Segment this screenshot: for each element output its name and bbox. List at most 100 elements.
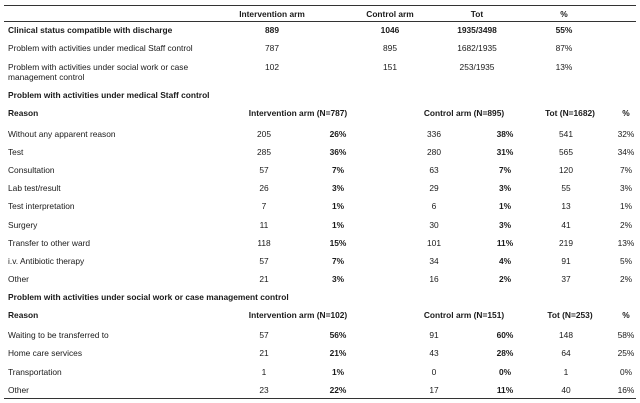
intervention-count-cell: 57 [259, 330, 269, 340]
section-control-header: Control arm (N=151) [423, 310, 505, 320]
control-percent-cell: 28% [496, 348, 514, 359]
control-percent-cell: 38% [496, 129, 514, 139]
control-count-cell: 0 [431, 366, 437, 377]
control-count-cell: 16 [429, 273, 439, 284]
reason-cell: i.v. Antibiotic therapy [8, 255, 85, 266]
intervention-count-cell: 21 [259, 348, 269, 359]
total-count-cell: 219 [559, 237, 573, 248]
intervention-count-cell: 21 [259, 273, 269, 284]
section-reason-header: Reason [8, 108, 39, 118]
summary-row-percent: 55% [555, 25, 573, 35]
control-count-cell: 91 [429, 330, 439, 340]
total-percent-cell: 5% [619, 255, 633, 266]
total-percent-cell: 34% [617, 147, 635, 158]
intervention-count-cell: 57 [259, 255, 269, 266]
intervention-percent-cell: 21% [329, 348, 347, 359]
control-percent-cell: 1% [498, 201, 512, 212]
control-percent-cell: 11% [496, 237, 514, 248]
summary-row-percent: 87% [555, 43, 573, 53]
reason-cell: Surgery [8, 219, 38, 230]
total-count-cell: 565 [559, 147, 573, 158]
intervention-count-cell: 205 [257, 129, 271, 139]
control-count-cell: 29 [429, 183, 439, 194]
control-percent-cell: 3% [498, 219, 512, 230]
total-count-cell: 1 [563, 366, 569, 377]
column-header-total: Tot [470, 9, 484, 19]
column-header-intervention: Intervention arm [239, 9, 305, 19]
reason-cell: Other [8, 384, 29, 395]
intervention-count-cell: 57 [259, 165, 269, 176]
total-count-cell: 55 [561, 183, 571, 194]
total-percent-cell: 13% [617, 237, 635, 248]
total-percent-cell: 0% [619, 366, 633, 377]
reason-cell: Waiting to be transferred to [8, 330, 109, 340]
section-title-medical: Problem with activities under medical St… [8, 90, 210, 100]
section-intervention-header: Intervention arm (N=102) [248, 310, 348, 320]
reason-cell: Other [8, 273, 29, 284]
total-percent-cell: 58% [617, 330, 635, 340]
total-count-cell: 41 [561, 219, 571, 230]
section-intervention-header: Intervention arm (N=787) [248, 108, 348, 118]
reason-cell: Test [8, 147, 24, 158]
column-header-control: Control arm [366, 9, 414, 19]
control-percent-cell: 31% [496, 147, 514, 158]
section-percent-header: % [622, 108, 630, 118]
summary-row-control: 151 [383, 62, 397, 72]
bottom-rule [4, 398, 636, 399]
intervention-percent-cell: 15% [329, 237, 347, 248]
control-count-cell: 6 [431, 201, 437, 212]
control-percent-cell: 2% [498, 273, 512, 284]
intervention-percent-cell: 22% [329, 384, 347, 395]
intervention-percent-cell: 1% [331, 219, 345, 230]
reason-cell: Test interpretation [8, 201, 75, 212]
intervention-count-cell: 285 [257, 147, 271, 158]
total-count-cell: 120 [559, 165, 573, 176]
total-count-cell: 37 [561, 273, 571, 284]
summary-row-label-cont: management control [8, 72, 85, 82]
intervention-percent-cell: 26% [329, 129, 347, 139]
intervention-percent-cell: 1% [331, 366, 345, 377]
control-count-cell: 43 [429, 348, 439, 359]
summary-row-label: Problem with activities under medical St… [8, 43, 193, 53]
section-control-header: Control arm (N=895) [423, 108, 505, 118]
total-percent-cell: 25% [617, 348, 635, 359]
top-rule [4, 5, 636, 6]
section-total-header: Tot (N=253) [547, 310, 593, 320]
control-count-cell: 30 [429, 219, 439, 230]
summary-row-intervention: 787 [265, 43, 279, 53]
total-percent-cell: 7% [619, 165, 633, 176]
intervention-count-cell: 23 [259, 384, 269, 395]
total-percent-cell: 3% [619, 183, 633, 194]
intervention-count-cell: 11 [259, 219, 269, 230]
total-count-cell: 13 [561, 201, 571, 212]
summary-row-total: 253/1935 [459, 62, 495, 72]
total-count-cell: 64 [561, 348, 571, 359]
control-count-cell: 17 [429, 384, 439, 395]
summary-row-label: Problem with activities under social wor… [8, 62, 189, 72]
summary-row-label: Clinical status compatible with discharg… [8, 25, 173, 35]
control-percent-cell: 11% [496, 384, 514, 395]
reason-cell: Lab test/result [8, 183, 61, 194]
intervention-percent-cell: 3% [331, 273, 345, 284]
header-rule [4, 21, 636, 22]
total-percent-cell: 16% [617, 384, 635, 395]
control-percent-cell: 7% [498, 165, 512, 176]
control-count-cell: 101 [427, 237, 441, 248]
control-percent-cell: 4% [498, 255, 512, 266]
summary-row-percent: 13% [555, 62, 573, 72]
reason-cell: Transfer to other ward [8, 237, 91, 248]
summary-row-total: 1935/3498 [457, 25, 497, 35]
summary-row-control: 895 [383, 43, 397, 53]
intervention-percent-cell: 1% [331, 201, 345, 212]
intervention-percent-cell: 36% [329, 147, 347, 158]
intervention-percent-cell: 7% [331, 255, 345, 266]
reason-cell: Home care services [8, 348, 83, 359]
column-header-percent: % [560, 9, 568, 19]
total-percent-cell: 1% [619, 201, 633, 212]
section-total-header: Tot (N=1682) [545, 108, 595, 118]
section-title-social-work: Problem with activities under social wor… [8, 292, 289, 302]
summary-row-total: 1682/1935 [457, 43, 497, 53]
total-count-cell: 541 [559, 129, 573, 139]
total-percent-cell: 2% [619, 219, 633, 230]
control-percent-cell: 3% [498, 183, 512, 194]
